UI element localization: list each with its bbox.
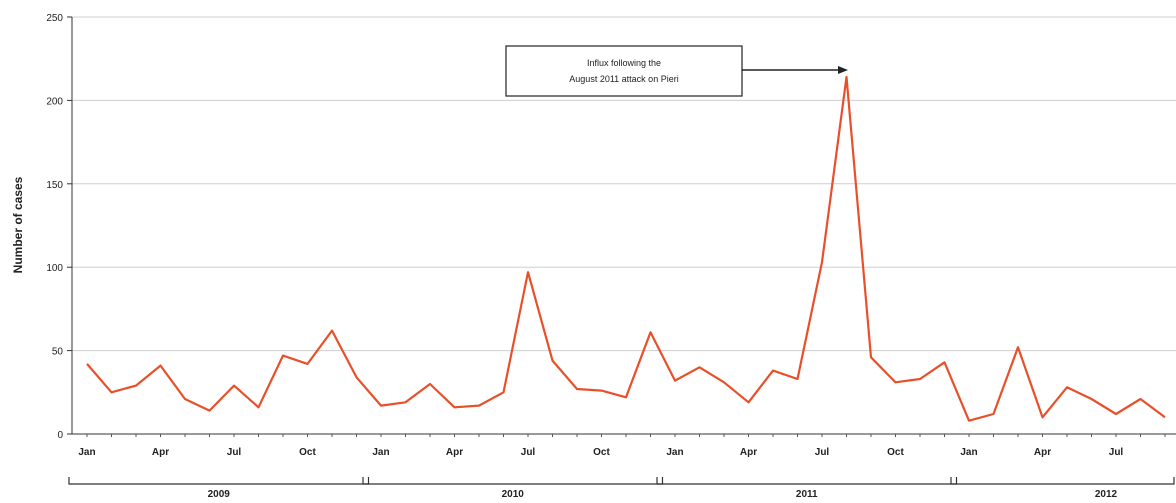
year-label: 2009 — [208, 489, 231, 500]
annotation-line-2: August 2011 attack on Pieri — [569, 74, 678, 84]
year-label: 2010 — [502, 489, 525, 500]
y-tick-label: 50 — [52, 347, 64, 358]
year-bracket — [68, 477, 370, 485]
x-tick-label: Apr — [446, 447, 463, 458]
annotation-arrowhead — [838, 66, 848, 74]
y-axis: 0 50 100 150 200 250 — [46, 13, 73, 441]
x-tick-label: Jan — [372, 447, 389, 458]
annotation: Influx following the August 2011 attack … — [505, 45, 848, 97]
y-tick-label: 150 — [46, 180, 63, 191]
y-tick-label: 250 — [46, 13, 63, 24]
y-tick-label: 100 — [46, 263, 63, 274]
gridlines — [72, 16, 1176, 352]
x-tick-label: Jan — [78, 447, 95, 458]
year-label: 2012 — [1095, 489, 1118, 500]
series-group — [86, 75, 1166, 422]
x-tick-label: Apr — [740, 447, 757, 458]
x-tick-label: Jul — [815, 447, 830, 458]
year-label: 2011 — [796, 489, 818, 500]
x-tick-label: Apr — [1034, 447, 1051, 458]
year-bracket — [656, 477, 958, 485]
year-bracket — [362, 477, 664, 485]
x-axis: Jan Apr Jul Oct Jan Apr Jul Oct Jan Apr Jul Oct Jan A… — [68, 433, 1176, 500]
year-bracket — [950, 477, 1175, 485]
x-tick-label: Oct — [299, 447, 316, 458]
x-tick-label: Apr — [152, 447, 169, 458]
x-tick-label: Oct — [593, 447, 610, 458]
y-tick-label: 200 — [46, 96, 63, 107]
x-tick-label: Oct — [887, 447, 904, 458]
x-tick-label: Jul — [227, 447, 242, 458]
annotation-line-1: Influx following the — [587, 58, 661, 68]
y-tick-label: 0 — [57, 430, 63, 441]
x-tick-label: Jul — [521, 447, 536, 458]
x-tick-label: Jan — [960, 447, 977, 458]
annotation-box — [505, 45, 743, 97]
series-line — [86, 75, 1166, 422]
x-tick-label: Jul — [1109, 447, 1124, 458]
x-tick-label: Jan — [666, 447, 683, 458]
y-axis-title: Number of cases — [11, 176, 25, 273]
